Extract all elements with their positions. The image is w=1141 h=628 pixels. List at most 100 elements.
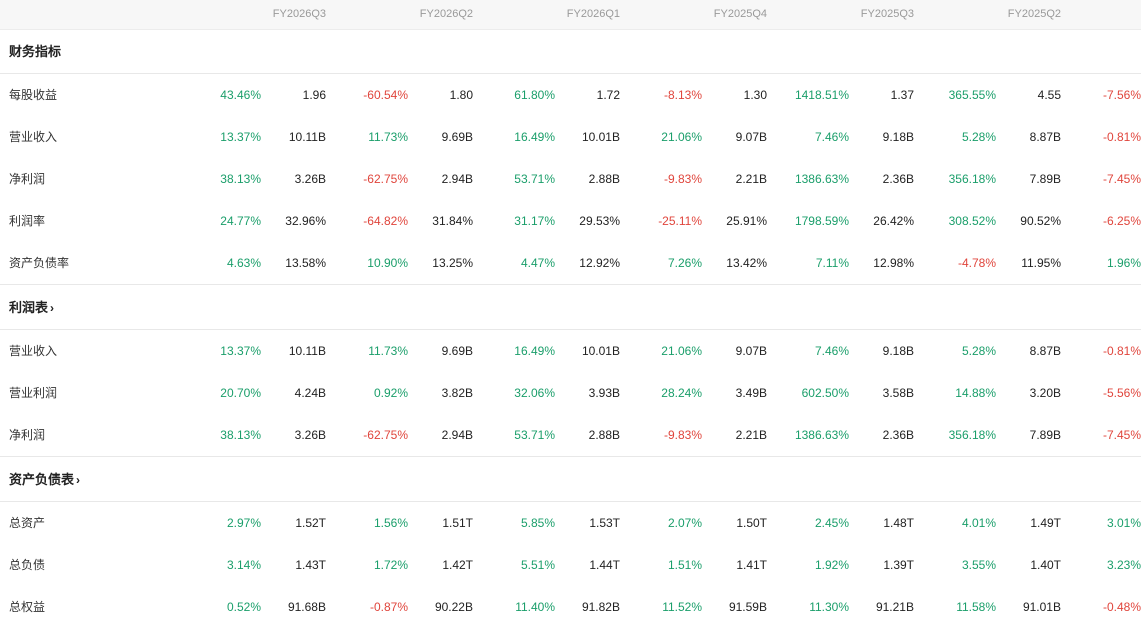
- metric-value: 91.21B: [875, 600, 914, 614]
- metric-value: 91.01B: [1022, 600, 1061, 614]
- period-label: FY2025Q4: [713, 8, 767, 20]
- row-label: 净利润: [9, 428, 46, 442]
- change-percent: 13.37%: [220, 344, 261, 358]
- metric-value: 2.21B: [735, 428, 767, 442]
- change-percent: 10.90%: [367, 256, 408, 270]
- metric-value: 3.58B: [882, 386, 914, 400]
- change-percent: 11.30%: [809, 600, 849, 614]
- metric-value: 7.89B: [1029, 428, 1061, 442]
- metric-value: 1.96: [302, 88, 326, 102]
- change-percent: 1386.63%: [794, 172, 849, 186]
- table-row: 总负债 3.14% 1.43T 1.72% 1.42T 5.51% 1.44T 1.51% 1.…: [0, 544, 1141, 586]
- change-percent: -60.54%: [363, 88, 408, 102]
- change-percent: -9.83%: [663, 428, 702, 442]
- change-percent: 1.56%: [373, 516, 408, 530]
- metric-value: 2.88B: [588, 428, 620, 442]
- change-percent: 1798.59%: [794, 214, 849, 228]
- row-label: 总权益: [9, 600, 46, 614]
- metric-value: 1.52T: [295, 516, 326, 530]
- metric-value: 12.98%: [873, 256, 914, 270]
- row-label: 营业收入: [9, 130, 58, 144]
- metric-value: 3.82B: [441, 386, 473, 400]
- change-percent: 11.58%: [956, 600, 996, 614]
- period-header: FY2026Q3 FY2026Q2 FY2026Q1 FY2025Q4 FY2025Q3…: [0, 0, 1141, 30]
- change-percent: 1386.63%: [794, 428, 849, 442]
- metric-value: 91.68B: [287, 600, 326, 614]
- change-percent: 16.49%: [514, 130, 555, 144]
- table-row: 净利润 38.13% 3.26B -62.75% 2.94B 53.71% 2.88B -9.…: [0, 414, 1141, 456]
- section-title[interactable]: 利润表 ›: [9, 300, 55, 315]
- section-title: 财务指标: [9, 44, 62, 59]
- metric-value: 1.44T: [589, 558, 620, 572]
- row-label: 资产负债率: [9, 256, 70, 270]
- change-percent: 7.46%: [814, 130, 849, 144]
- metric-value: 2.36B: [882, 428, 914, 442]
- period-label: FY2026Q3: [272, 8, 326, 20]
- metric-value: 8.87B: [1029, 130, 1061, 144]
- metric-value: 3.93B: [588, 386, 620, 400]
- change-percent: 3.01%: [1106, 516, 1141, 530]
- metric-value: 2.21B: [735, 172, 767, 186]
- metric-value: 9.18B: [882, 344, 914, 358]
- metric-value: 2.94B: [441, 428, 473, 442]
- section-divider: [0, 501, 1141, 502]
- change-percent: 7.46%: [814, 344, 849, 358]
- metric-value: 32.96%: [285, 214, 326, 228]
- metric-value: 9.07B: [735, 344, 767, 358]
- chevron-right-icon[interactable]: ›: [76, 473, 81, 487]
- metric-value: 1.30: [743, 88, 767, 102]
- change-percent: 21.06%: [661, 130, 702, 144]
- change-percent: -62.75%: [363, 428, 408, 442]
- metric-value: 1.41T: [736, 558, 767, 572]
- change-percent: -0.48%: [1102, 600, 1141, 614]
- table-row: 净利润 38.13% 3.26B -62.75% 2.94B 53.71% 2.88B -9.…: [0, 158, 1141, 200]
- change-percent: -62.75%: [363, 172, 408, 186]
- row-label: 每股收益: [9, 88, 58, 102]
- change-percent: 3.55%: [961, 558, 996, 572]
- change-percent: 602.50%: [801, 386, 849, 400]
- metric-value: 12.92%: [579, 256, 620, 270]
- change-percent: 5.28%: [961, 130, 996, 144]
- change-percent: 356.18%: [948, 428, 996, 442]
- change-percent: -5.56%: [1102, 386, 1141, 400]
- chevron-right-icon[interactable]: ›: [50, 301, 55, 315]
- change-percent: 43.46%: [220, 88, 261, 102]
- metric-value: 4.55: [1037, 88, 1061, 102]
- metric-value: 91.59B: [728, 600, 767, 614]
- table-row: 总资产 2.97% 1.52T 1.56% 1.51T 5.85% 1.53T 2.07% 1.…: [0, 502, 1141, 544]
- row-label: 总资产: [9, 516, 46, 530]
- metric-value: 1.42T: [442, 558, 473, 572]
- period-label: FY2025Q2: [1007, 8, 1061, 20]
- change-percent: 0.92%: [373, 386, 408, 400]
- change-percent: 53.71%: [514, 172, 555, 186]
- metric-value: 25.91%: [726, 214, 767, 228]
- metric-value: 11.95%: [1021, 256, 1061, 270]
- metric-value: 9.18B: [882, 130, 914, 144]
- metric-value: 31.84%: [432, 214, 473, 228]
- metric-value: 1.40T: [1030, 558, 1061, 572]
- change-percent: -0.81%: [1102, 130, 1141, 144]
- table-row: 总权益 0.52% 91.68B -0.87% 90.22B 11.40% 91.82B 11…: [0, 586, 1141, 628]
- metric-value: 1.50T: [736, 516, 767, 530]
- table-row: 每股收益 43.46% 1.96 -60.54% 1.80 61.80% 1.72 -8.13…: [0, 74, 1141, 116]
- period-label: FY2026Q2: [419, 8, 473, 20]
- metric-value: 90.52%: [1020, 214, 1061, 228]
- metric-value: 7.89B: [1029, 172, 1061, 186]
- period-label: FY2025Q3: [860, 8, 914, 20]
- change-percent: 28.24%: [661, 386, 702, 400]
- change-percent: 2.97%: [226, 516, 261, 530]
- metric-value: 1.72: [596, 88, 620, 102]
- metric-value: 3.26B: [294, 172, 326, 186]
- change-percent: 1.51%: [667, 558, 702, 572]
- change-percent: 0.52%: [226, 600, 261, 614]
- change-percent: -0.81%: [1102, 344, 1141, 358]
- change-percent: 1418.51%: [794, 88, 849, 102]
- table-row: 资产负债率 4.63% 13.58% 10.90% 13.25% 4.47% 12.92% 7…: [0, 242, 1141, 284]
- metric-value: 2.88B: [588, 172, 620, 186]
- section-title[interactable]: 资产负债表 ›: [9, 472, 81, 487]
- table-row: 利润率 24.77% 32.96% -64.82% 31.84% 31.17% 29.53%…: [0, 200, 1141, 242]
- metric-value: 13.58%: [285, 256, 326, 270]
- metric-value: 9.69B: [441, 130, 473, 144]
- change-percent: 11.73%: [368, 344, 408, 358]
- change-percent: -4.78%: [957, 256, 996, 270]
